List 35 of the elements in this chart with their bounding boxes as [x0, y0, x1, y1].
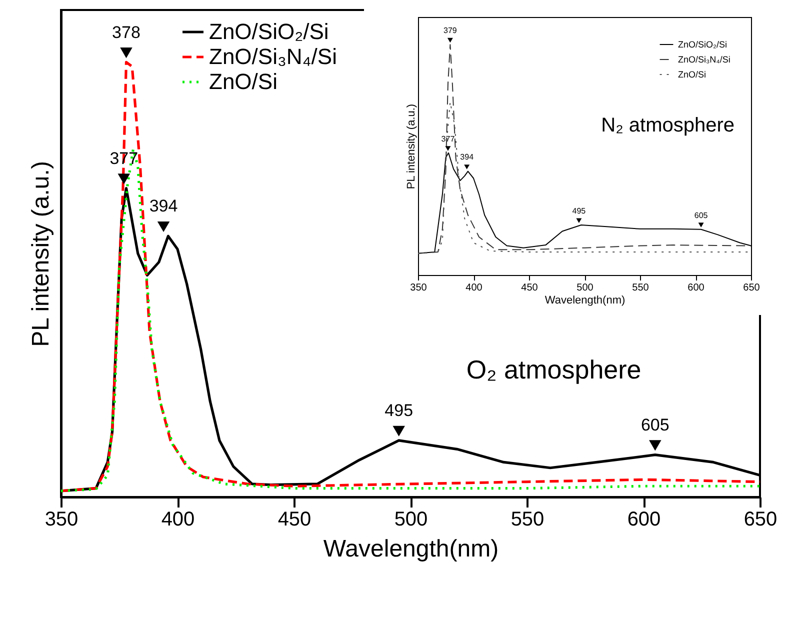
x-tick-label: 600: [688, 282, 705, 294]
annotation: 495: [384, 401, 414, 420]
x-tick-label: 350: [410, 282, 428, 294]
x-tick-label: 400: [161, 508, 195, 530]
legend-label: ZnO/Si: [209, 69, 278, 94]
x-tick-label: 350: [44, 508, 78, 530]
legend-label: ZnO/SiO₂/Si: [678, 40, 728, 50]
x-tick-label: 650: [744, 508, 778, 530]
x-tick-label: 500: [576, 282, 594, 294]
annotation: 605: [640, 415, 670, 434]
annotation: O₂ atmosphere: [466, 354, 642, 384]
annotation: N₂ atmosphere: [601, 114, 735, 136]
annotation: 394: [460, 152, 474, 162]
x-axis-title: Wavelength(nm): [323, 536, 499, 562]
x-tick-label: 550: [632, 282, 650, 294]
x-tick-label: 450: [521, 282, 538, 294]
x-tick-label: 650: [743, 282, 760, 294]
legend-label: ZnO/Si: [678, 70, 706, 80]
x-tick-label: 500: [394, 508, 428, 530]
legend-label: ZnO/Si₃N₄/Si: [209, 44, 337, 69]
x-axis-title: Wavelength(nm): [544, 294, 626, 306]
annotation: 605: [694, 210, 708, 220]
annotation: 379: [444, 26, 458, 36]
annotation: 377: [441, 134, 456, 144]
annotation: 378: [112, 22, 140, 42]
annotation: 495: [572, 206, 586, 216]
legend-label: ZnO/Si₃N₄/Si: [678, 54, 730, 64]
x-tick-label: 550: [510, 508, 544, 530]
legend-label: ZnO/SiO₂/Si: [209, 19, 329, 44]
x-tick-label: 600: [627, 508, 661, 530]
y-axis-title: PL intensity (a.u.): [406, 104, 418, 190]
annotation: 394: [149, 196, 178, 216]
y-axis-title: PL intensity (a.u.): [28, 161, 54, 347]
x-tick-label: 400: [466, 282, 483, 294]
x-tick-label: 450: [278, 508, 312, 530]
